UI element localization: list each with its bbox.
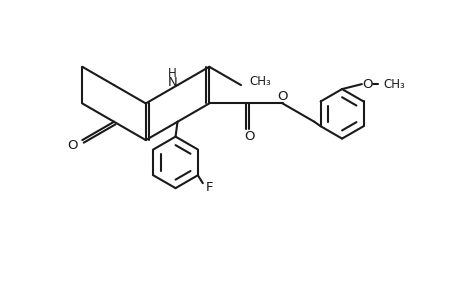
Text: CH₃: CH₃ — [383, 78, 404, 91]
Text: CH₃: CH₃ — [248, 75, 270, 88]
Text: O: O — [67, 139, 78, 152]
Text: O: O — [362, 78, 372, 91]
Text: H: H — [168, 67, 177, 80]
Text: N: N — [168, 76, 177, 88]
Text: O: O — [244, 130, 255, 142]
Text: F: F — [206, 181, 213, 194]
Text: O: O — [277, 90, 287, 103]
